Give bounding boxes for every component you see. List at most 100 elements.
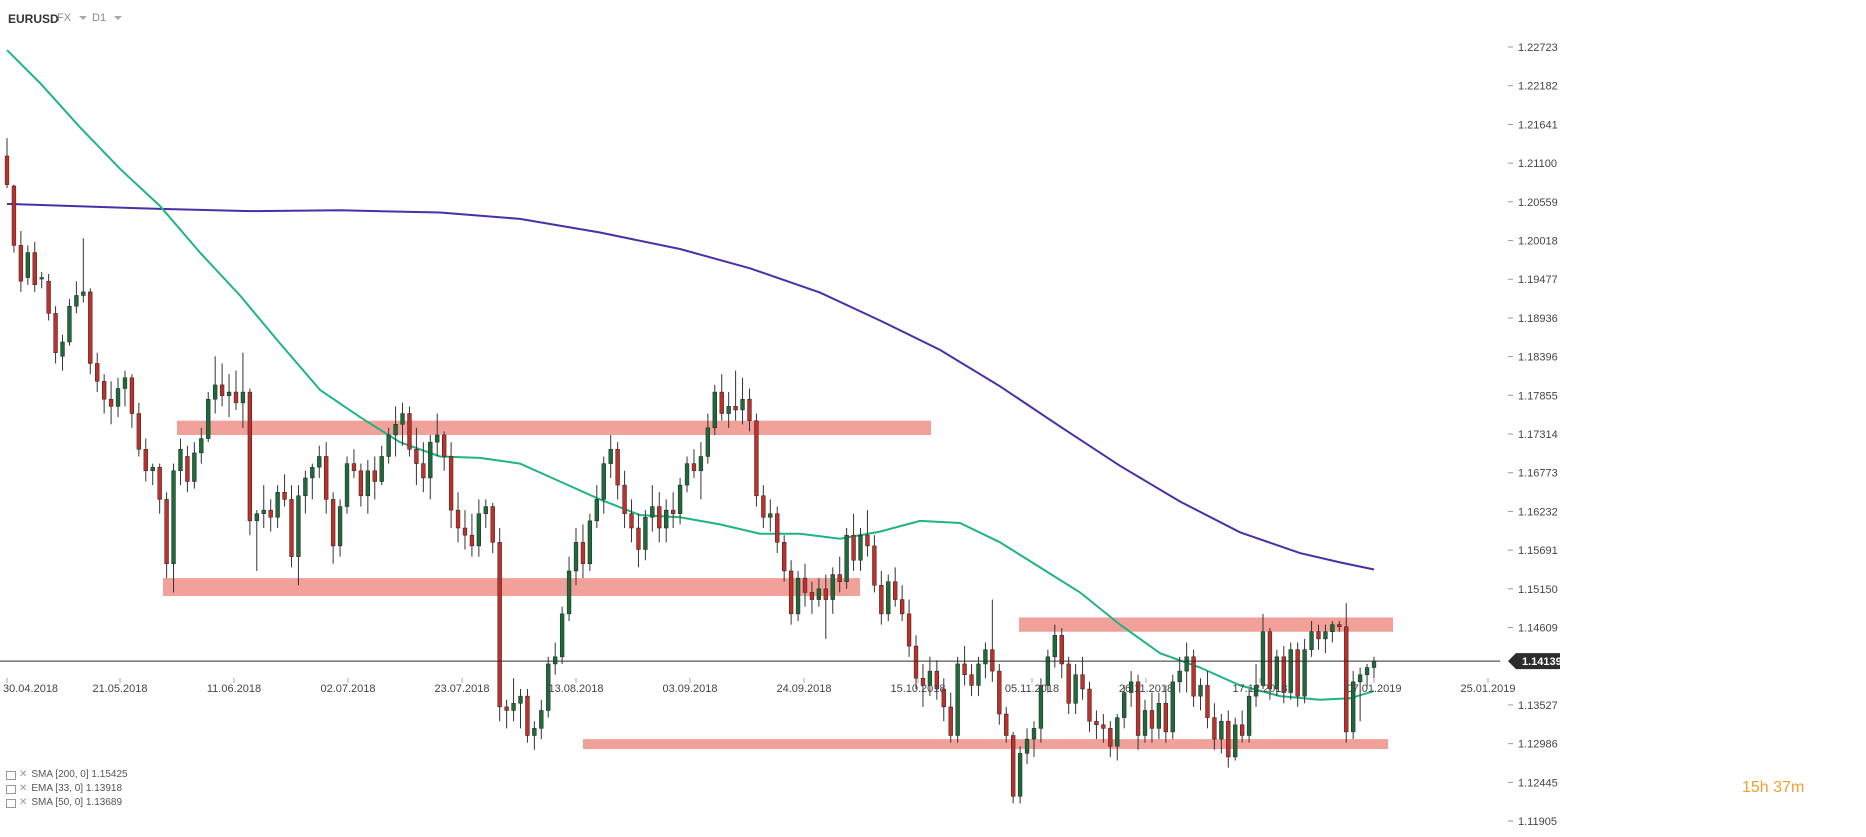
candle [594,485,599,529]
candle [11,184,17,253]
candle [1004,706,1009,743]
candle-body [1080,674,1085,690]
candle-body [788,570,794,615]
candle [795,570,801,622]
candle [226,374,232,418]
candle-body [67,305,72,343]
chart-header: EURUSD FX D1 [0,0,600,26]
candle-body [18,245,24,282]
candle-body [39,277,44,280]
candle-body [1219,720,1224,740]
close-icon[interactable]: ✕ [19,769,28,780]
candle-body [317,456,322,468]
candle-body [421,463,426,479]
candle-body [1323,631,1328,640]
x-tick-label: 07.01.2019 [1346,683,1401,695]
time-axis[interactable]: 30.04.2018 21.05.2018 11.06.2018 02.07.2018… [3,678,1516,695]
candle-body [136,413,142,450]
candle-body [157,466,162,500]
price-tag [1508,653,1560,670]
candle-body [337,506,343,547]
candle-body [525,695,530,736]
candle [1288,642,1293,700]
candle [1059,628,1064,679]
legend-label: SMA [50, 0] 1.13689 [31,797,123,808]
y-tick-label: 1.22182 [1518,81,1558,93]
settings-icon[interactable] [6,784,16,794]
candle [60,334,65,371]
candle-body [837,574,842,582]
legend-item-sma50[interactable]: ✕ SMA [50, 0] 1.13689 [6,796,128,810]
y-tick-label: 1.14609 [1518,623,1558,635]
candle [435,413,440,457]
market-dropdown[interactable]: FX [57,12,88,24]
candle [1142,699,1148,743]
close-icon[interactable]: ✕ [19,783,28,794]
candle [754,413,759,507]
candle [4,138,10,189]
candle [1170,674,1175,740]
candle [365,460,370,514]
candle [879,570,884,625]
candle [677,477,683,525]
symbol-label[interactable]: EURUSD [8,12,59,26]
candle-body [559,613,565,658]
candle [934,660,939,700]
candle [775,506,780,554]
price-axis[interactable]: 1.22723 1.22182 1.21641 1.21100 1.20559 1.200… [1508,42,1558,828]
candle-body [691,463,697,472]
candle [1281,646,1286,704]
candle-body [240,391,246,404]
candle-body [879,585,884,615]
candle [233,370,239,410]
candle [303,470,308,514]
candle-body [795,577,801,615]
candle [330,492,336,564]
candle-body [1281,656,1286,693]
candle-body [754,420,759,497]
candle [1323,624,1328,654]
candle-body [289,499,294,557]
candle-body [1246,695,1252,736]
candle [809,581,815,614]
candle [851,513,856,571]
candle-body [372,470,377,482]
candle [95,352,100,393]
candle-body [365,470,370,497]
candle [1239,710,1245,743]
candlesticks [4,138,1377,804]
close-icon[interactable]: ✕ [19,797,28,808]
candle [1080,656,1085,700]
candle-body [539,710,544,729]
legend-item-sma200[interactable]: ✕ SMA [200, 0] 1.15425 [6,768,128,782]
candle-body [108,398,114,407]
candle-body [442,434,447,457]
candle [1302,638,1307,704]
candle [865,510,870,557]
candle-body [747,398,752,421]
candle-body [580,542,586,565]
legend-item-ema33[interactable]: ✕ EMA [33, 0] 1.13918 [6,782,128,796]
candle [462,510,468,550]
timeframe-dropdown[interactable]: D1 [92,12,123,24]
sma200-line [6,202,1375,571]
candle-body [1142,710,1148,736]
candle-body [1059,635,1064,665]
settings-icon[interactable] [6,798,16,808]
candle-body [400,413,405,425]
x-tick-label: 02.07.2018 [320,683,375,695]
candle-body [976,663,981,686]
candle [88,288,93,375]
candle-body [379,456,384,482]
candle [372,456,377,500]
candle-body [1052,635,1057,658]
y-tick-label: 1.19477 [1518,274,1558,286]
candle-body [823,588,828,600]
candle [53,306,58,364]
x-tick-label: 23.07.2018 [434,683,489,695]
settings-icon[interactable] [6,770,16,780]
candle-timer: 15h 37m [1742,779,1805,796]
candle [157,463,162,514]
candle-body [670,509,676,514]
